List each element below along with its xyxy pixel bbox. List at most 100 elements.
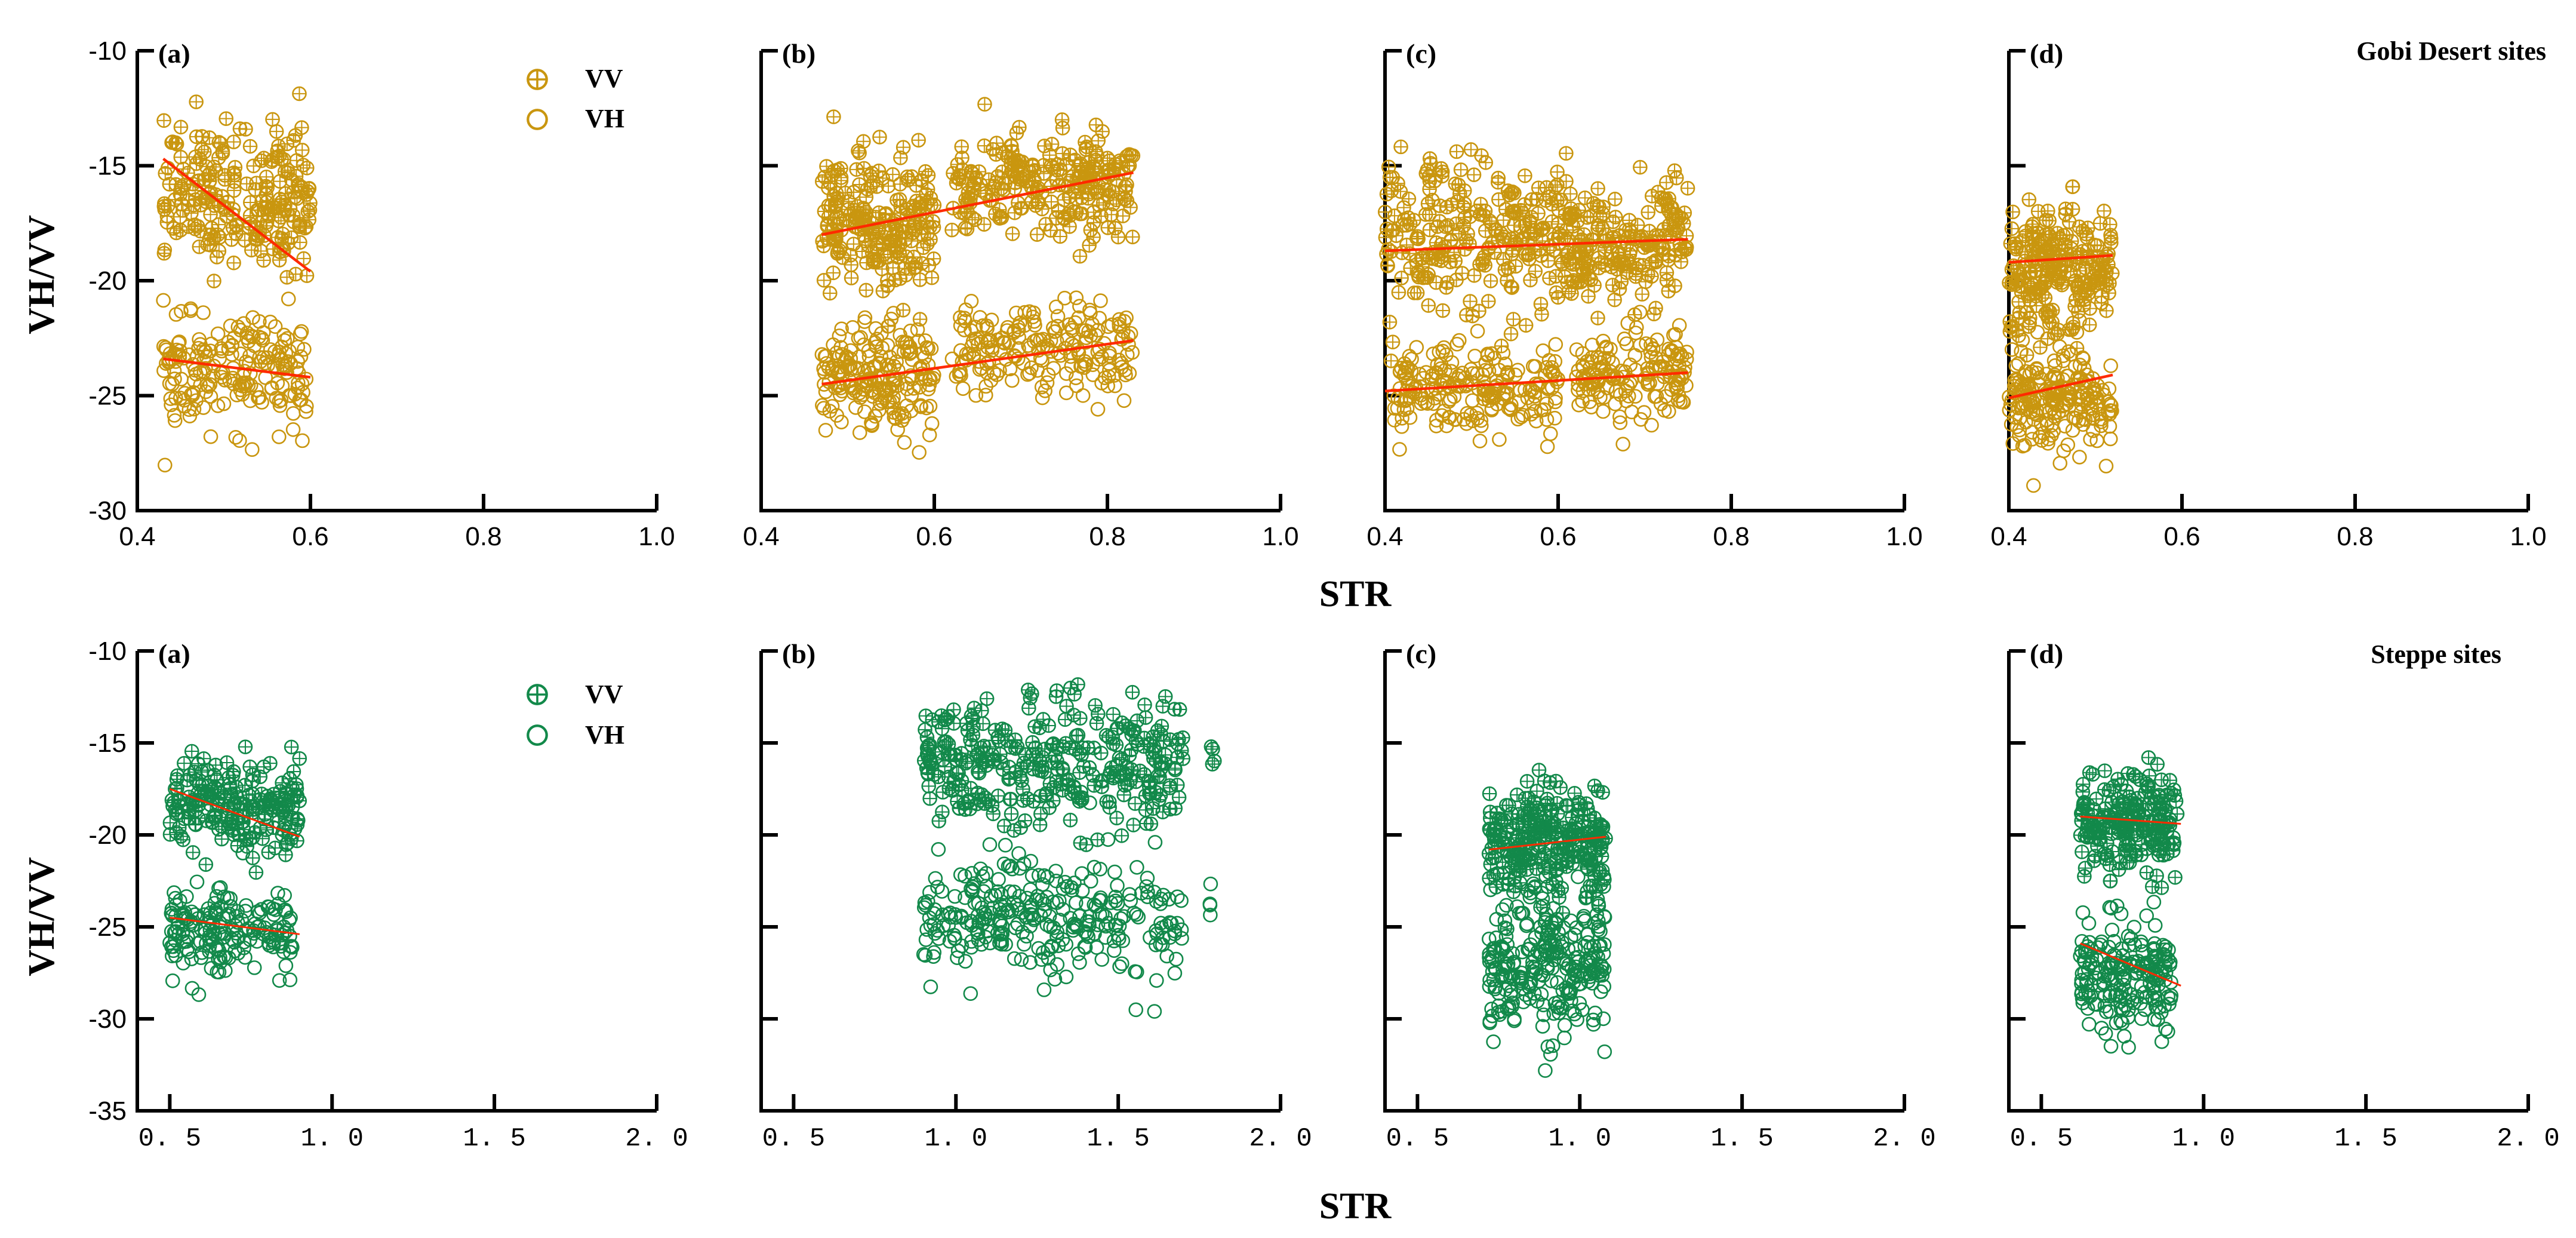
point-vh (1644, 417, 1659, 433)
point-vv-cross (266, 112, 279, 126)
point-vv-cross (273, 199, 287, 213)
point-vv-cross (160, 209, 174, 223)
point-vv-cross (204, 228, 217, 242)
point-vh (286, 406, 301, 421)
x-tick-label: 0.4 (1367, 522, 1403, 551)
series-vv (162, 739, 307, 880)
point-vh (2072, 450, 2087, 465)
point-vv-cross (218, 173, 232, 186)
point-vh (2103, 431, 2118, 447)
y-tick-label: -15 (88, 152, 127, 181)
axes-frame (2007, 51, 2528, 512)
point-vh (295, 433, 310, 448)
point-vv-cross (207, 274, 221, 288)
point-vh (1451, 333, 1467, 348)
series-vh (2002, 313, 2119, 493)
x-tick-label: 1.0 (638, 522, 675, 551)
point-vv-cross (295, 121, 309, 134)
panel-tag: (a) (158, 638, 190, 669)
point-vh (1075, 388, 1091, 403)
point-vv-cross (270, 125, 284, 139)
point-vv-cross (226, 221, 240, 235)
point-vv-cross (233, 122, 247, 136)
point-vv-cross (212, 136, 226, 149)
point-vv-cross (189, 95, 203, 109)
point-vv-cross (195, 130, 209, 143)
point-vh (1472, 434, 1488, 448)
x-tick-label: 1.0 (1886, 522, 1922, 551)
x-tick-label: 2. 0 (625, 1124, 688, 1154)
panel-tag: (b) (782, 38, 815, 69)
point-vh (897, 435, 912, 450)
x-tick-label: 1.0 (1262, 522, 1298, 551)
point-vv-cross (266, 242, 280, 256)
point-vv-cross (192, 240, 206, 254)
panel-bottom-a: -10-15-20-25-30-350. 5 1. 0 1. 5 2. 0(a) (88, 637, 688, 1154)
panel-tag: (c) (1406, 38, 1436, 69)
point-vh (272, 429, 287, 444)
point-vv-cross (296, 158, 310, 172)
x-tick-label: 1.0 (2510, 522, 2546, 551)
panel-top-a: -10-15-20-25-300.4 0.6 0.8 1.0(a) (88, 36, 675, 551)
x-tick-label: 0.6 (1540, 522, 1576, 551)
x-tick-label: 1. 5 (1087, 1124, 1150, 1154)
y-tick-label: -20 (88, 266, 127, 296)
x-tick-label: 0.8 (1713, 522, 1749, 551)
point-vh (1116, 393, 1132, 408)
x-tick-label: 0.8 (2337, 522, 2373, 551)
point-vv-cross (170, 226, 183, 239)
point-vv-cross (174, 120, 187, 134)
point-vh (852, 425, 867, 440)
x-tick-label: 0.6 (916, 522, 952, 551)
x-tick-label: 1. 0 (300, 1124, 364, 1154)
point-vh (1050, 309, 1066, 324)
point-vh (912, 445, 927, 460)
point-vv-cross (293, 235, 307, 249)
point-vv-cross (293, 87, 306, 100)
point-vh (1543, 426, 1558, 441)
point-vv-cross (169, 136, 183, 149)
y-tick-label: -35 (88, 1096, 127, 1126)
panel-top-b: 0.4 0.6 0.8 1.0 (b) (743, 38, 1298, 551)
point-vh (228, 429, 244, 445)
point-vh (1584, 337, 1600, 352)
point-vv-cross (202, 174, 216, 188)
x-tick-label: 0.6 (292, 522, 328, 551)
point-vh (1470, 324, 1485, 339)
y-tick-label: -30 (88, 1004, 127, 1034)
point-vh (2026, 478, 2041, 493)
point-vv-cross (219, 112, 233, 125)
point-vv-cross (273, 253, 287, 267)
panel-bottom-b: 0. 5 1. 0 1. 5 2. 0(b) (759, 638, 1312, 1154)
x-tick-label: 0.6 (2163, 522, 2200, 551)
point-vv-cross (224, 233, 238, 247)
point-vv-cross (280, 137, 294, 150)
point-vh (818, 423, 833, 438)
point-vv-cross (244, 140, 257, 153)
point-vv-cross (262, 209, 276, 223)
point-vv-cross (294, 184, 308, 198)
point-vv-cross (210, 250, 224, 264)
point-vh (2103, 358, 2118, 373)
x-tick-label: 0.8 (1089, 522, 1125, 551)
point-vh (189, 874, 205, 890)
y-tick-label: -10 (88, 36, 127, 66)
point-vh (278, 958, 294, 973)
point-vh (1624, 404, 1639, 420)
point-vh (165, 973, 180, 988)
y-tick-label: -25 (88, 913, 127, 942)
point-vv-cross (301, 205, 315, 219)
point-vh (1058, 385, 1074, 401)
x-tick-label: 0.8 (465, 522, 501, 551)
point-vh (181, 402, 197, 417)
y-tick-label: -15 (88, 729, 127, 758)
point-vv-cross (280, 271, 294, 284)
point-vv-cross (240, 177, 254, 191)
x-tick-label: 0.4 (743, 522, 779, 551)
point-vv-cross (227, 183, 241, 197)
point-vv-cross (287, 185, 300, 199)
point-vv-cross (274, 210, 288, 224)
axes-frame (759, 651, 1281, 1113)
point-vv-cross (296, 143, 309, 157)
point-vv-cross (302, 182, 316, 196)
